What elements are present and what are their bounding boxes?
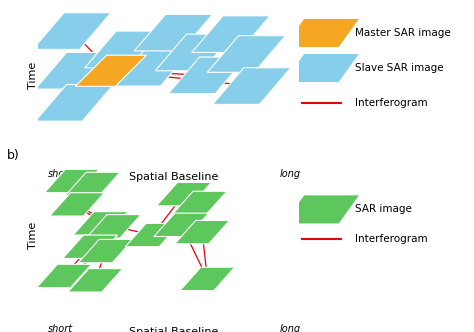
Polygon shape bbox=[86, 214, 141, 238]
Text: Slave SAR image: Slave SAR image bbox=[355, 63, 443, 73]
Polygon shape bbox=[75, 55, 146, 86]
Polygon shape bbox=[36, 52, 114, 89]
Text: b): b) bbox=[7, 149, 19, 162]
Text: Master SAR image: Master SAR image bbox=[355, 28, 450, 38]
Text: SAR image: SAR image bbox=[355, 205, 411, 214]
Polygon shape bbox=[125, 223, 180, 247]
Polygon shape bbox=[172, 191, 227, 214]
Text: Interferogram: Interferogram bbox=[355, 234, 428, 244]
Polygon shape bbox=[36, 85, 114, 121]
Text: short: short bbox=[48, 324, 73, 332]
Text: long: long bbox=[280, 324, 301, 332]
Polygon shape bbox=[45, 169, 99, 193]
Text: Spatial Baseline: Spatial Baseline bbox=[129, 327, 218, 332]
Text: Spatial Baseline: Spatial Baseline bbox=[129, 172, 218, 182]
Text: Time: Time bbox=[27, 62, 38, 89]
Polygon shape bbox=[113, 49, 191, 86]
Polygon shape bbox=[68, 269, 123, 292]
Polygon shape bbox=[155, 34, 233, 71]
Polygon shape bbox=[180, 267, 235, 290]
Polygon shape bbox=[78, 239, 133, 263]
Polygon shape bbox=[50, 193, 104, 216]
Polygon shape bbox=[85, 31, 163, 68]
Polygon shape bbox=[168, 57, 246, 94]
Text: Time: Time bbox=[27, 221, 38, 249]
Polygon shape bbox=[283, 18, 360, 47]
Polygon shape bbox=[208, 36, 285, 72]
Polygon shape bbox=[283, 195, 360, 224]
Text: Interferogram: Interferogram bbox=[355, 98, 428, 108]
Polygon shape bbox=[175, 220, 229, 244]
Polygon shape bbox=[63, 235, 118, 258]
Polygon shape bbox=[73, 212, 128, 235]
Polygon shape bbox=[156, 183, 211, 206]
Text: long: long bbox=[280, 169, 301, 179]
Polygon shape bbox=[65, 172, 120, 196]
Polygon shape bbox=[36, 264, 91, 288]
Polygon shape bbox=[154, 213, 209, 236]
Text: short: short bbox=[48, 169, 73, 179]
Polygon shape bbox=[212, 68, 291, 104]
Polygon shape bbox=[191, 16, 270, 52]
Polygon shape bbox=[135, 14, 212, 51]
Polygon shape bbox=[33, 13, 111, 49]
Polygon shape bbox=[283, 53, 360, 83]
